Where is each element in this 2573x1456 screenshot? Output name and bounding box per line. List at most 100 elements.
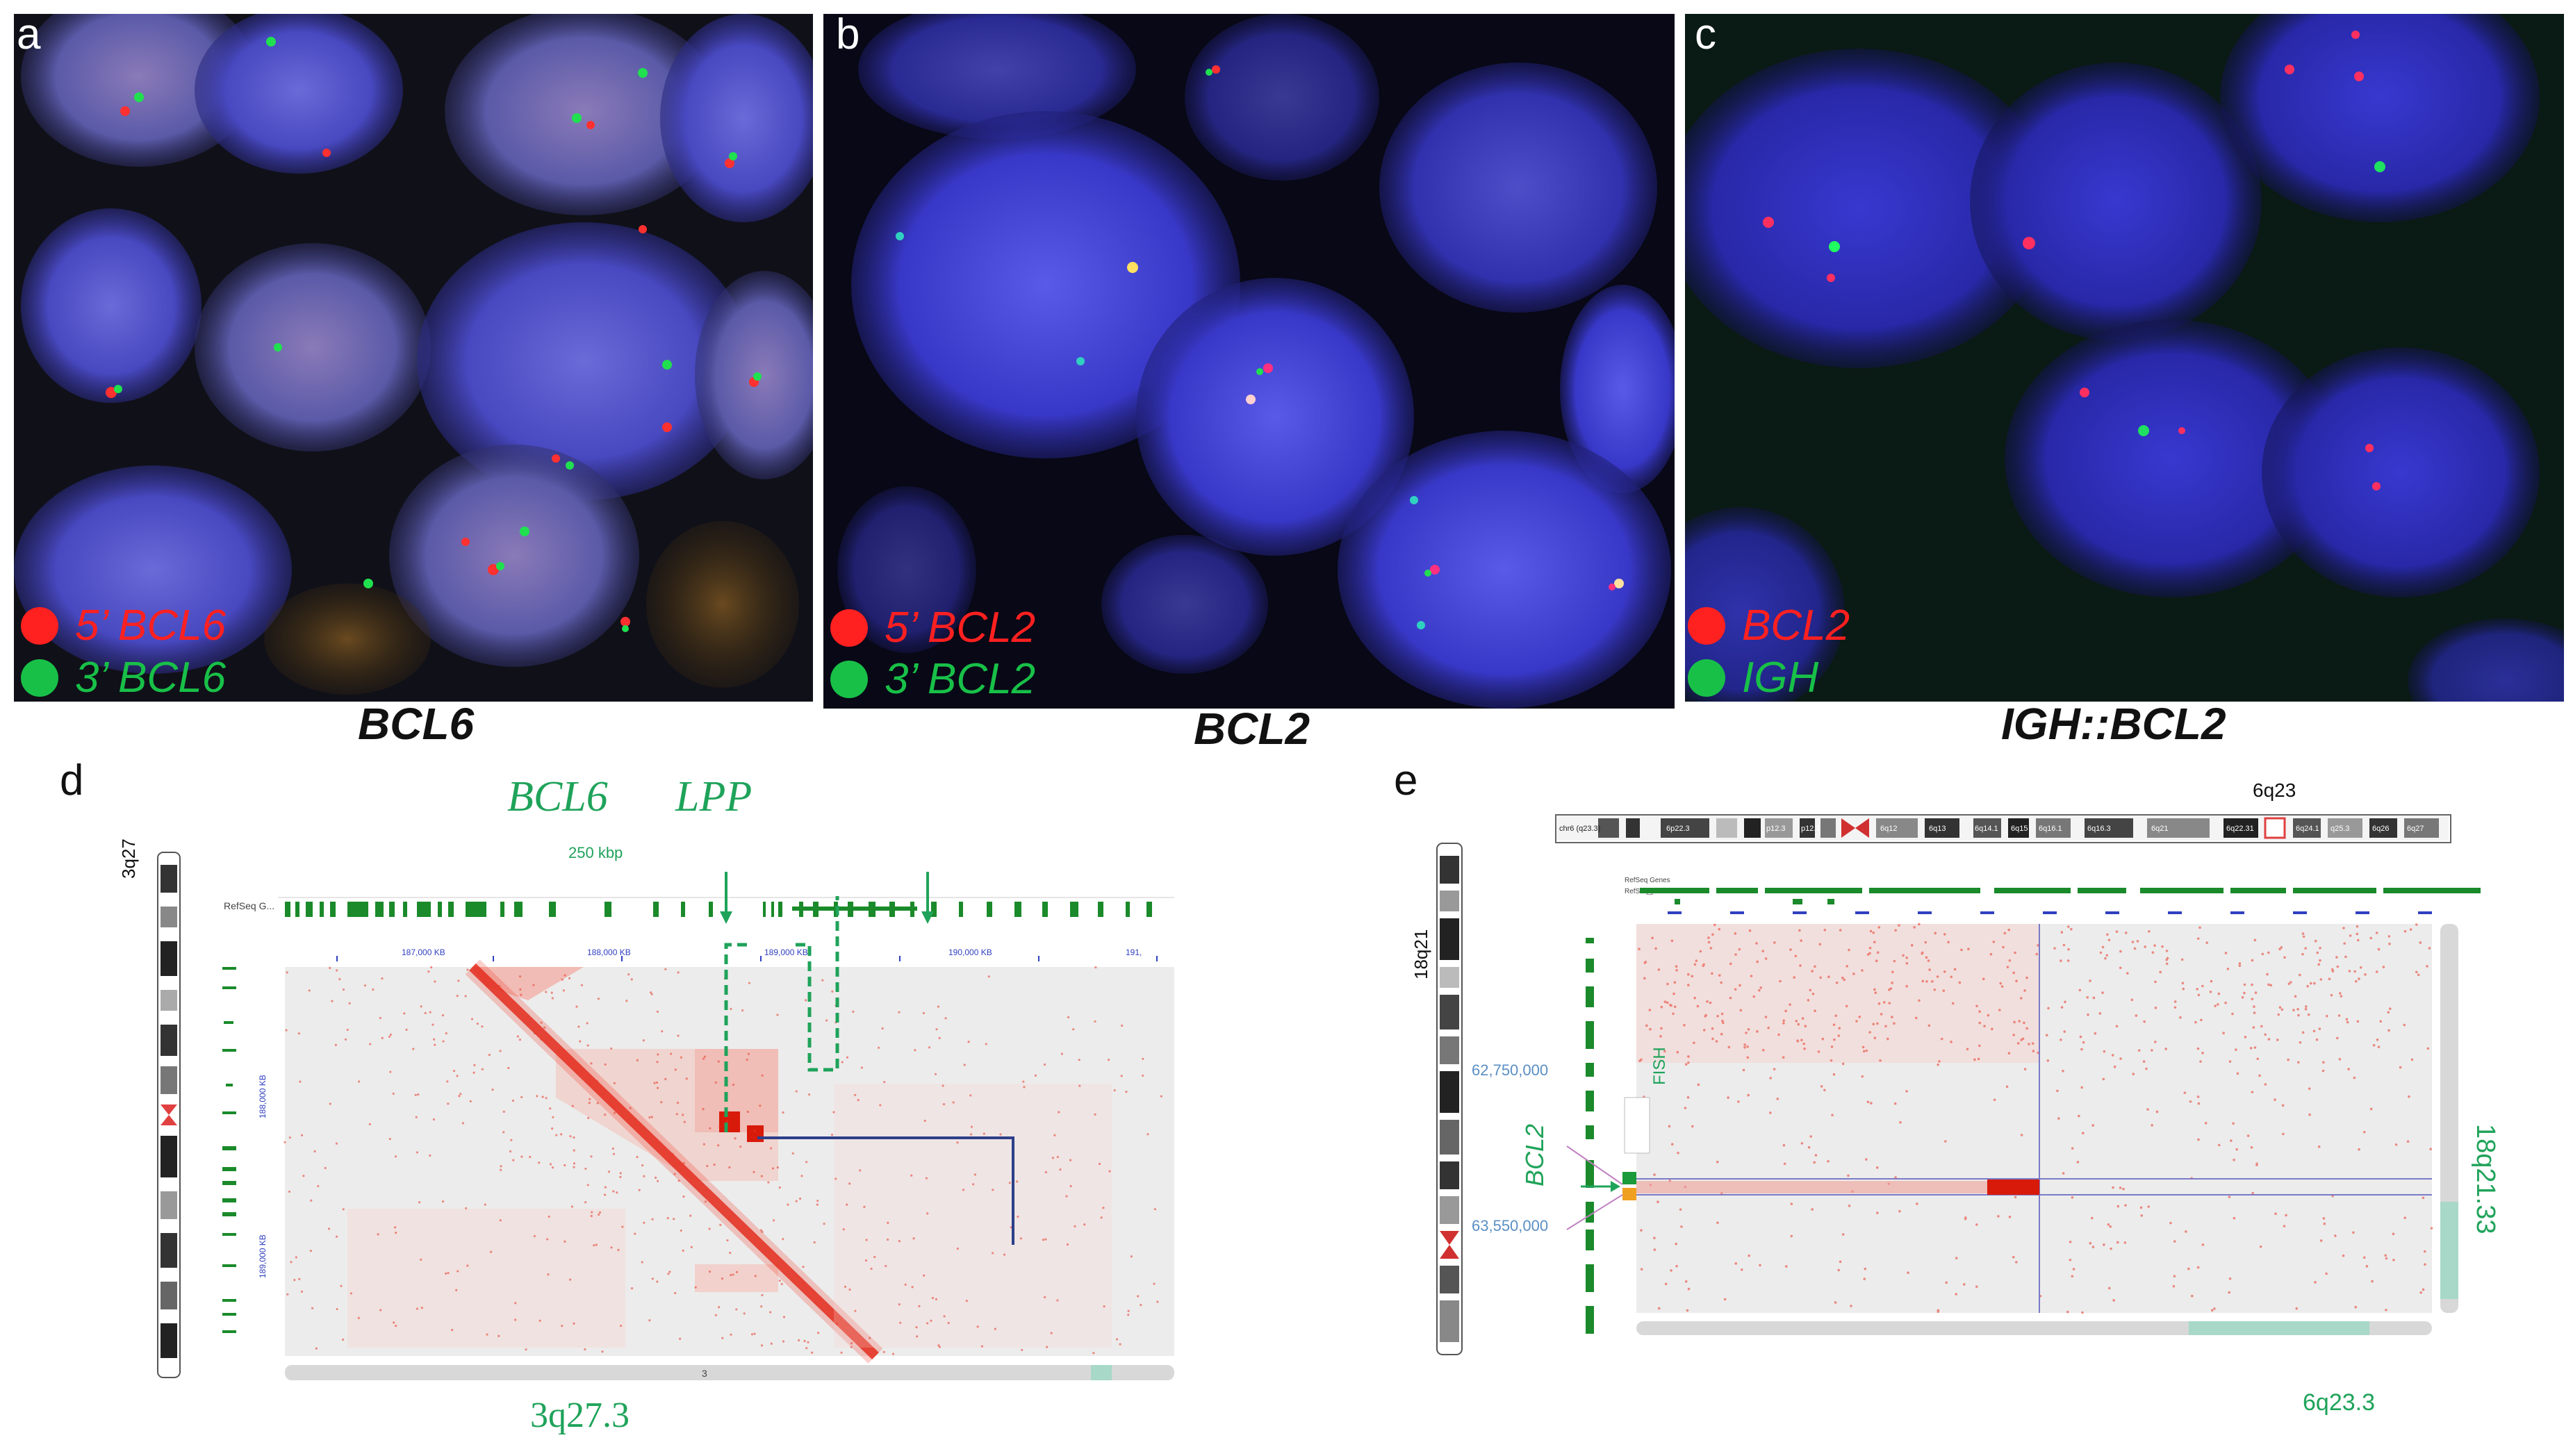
band-label: 6q21	[2151, 825, 2168, 833]
hic-contact-point	[2056, 1089, 2059, 1093]
hic-contact-point	[2314, 1281, 2317, 1284]
hic-contact-point	[335, 1142, 338, 1145]
hic-contact-point	[1053, 1134, 1056, 1136]
hic-contact-point	[1666, 1001, 1669, 1004]
hic-contact-point	[1686, 1096, 1690, 1099]
hic-contact-point	[1716, 1160, 1719, 1164]
hic-contact-point	[308, 989, 311, 992]
hic-contact-point	[1738, 948, 1741, 951]
hic-contact-point	[1823, 1089, 1826, 1092]
hic-contact-point	[300, 1134, 304, 1136]
hic-contact-point	[1740, 1268, 1743, 1271]
hic-contact-point	[1691, 1125, 1694, 1128]
hic-contact-point	[2362, 1256, 2366, 1259]
hic-contact-point	[546, 1238, 549, 1241]
hic-contact-point	[1864, 1267, 1867, 1271]
hic-contact-point	[2190, 1294, 2194, 1298]
hic-contact-point	[938, 1346, 941, 1348]
hic-contact-point	[532, 984, 535, 986]
hic-contact-point	[1769, 1077, 1772, 1079]
hic-contact-point	[2106, 933, 2109, 936]
hic-contact-point	[313, 1150, 316, 1153]
hic-contact-point	[1734, 932, 1737, 935]
hic-contact-point	[1839, 1260, 1842, 1264]
hic-contact-point	[2161, 945, 2164, 948]
hic-contact-point	[2098, 1012, 2102, 1015]
hic-contact-point	[381, 977, 384, 980]
hic-contact-point	[823, 1223, 825, 1225]
hic-contact-point	[338, 977, 341, 981]
hic-contact-point	[942, 1102, 946, 1106]
hic-contact-point	[1983, 1025, 1986, 1027]
hic-contact-point	[2201, 984, 2204, 988]
hic-contact-point	[1945, 1281, 1948, 1284]
hic-contact-point	[918, 1305, 921, 1307]
hic-contact-point	[2231, 1012, 2234, 1016]
hic-contact-point	[1059, 1168, 1062, 1171]
hic-contact-point	[2317, 963, 2321, 966]
hic-contact-point	[2382, 966, 2385, 968]
hic-contact-point	[2140, 1214, 2144, 1217]
hic-contact-point	[1899, 1120, 1902, 1124]
caption-a: BCL6	[358, 699, 475, 749]
hic-contact-point	[654, 1176, 657, 1179]
hic-contact-point	[969, 1133, 973, 1136]
hic-contact-point	[619, 1324, 623, 1327]
hic-contact-point	[2124, 932, 2128, 934]
hic-contact-point	[2310, 982, 2312, 985]
hic-contact-point	[1734, 988, 1737, 991]
hic-contact-point	[638, 1189, 641, 1191]
hic-contact-point	[1963, 1283, 1966, 1286]
hic-contact-point	[910, 1174, 913, 1177]
x-axis-tick-label: 191,	[1126, 948, 1142, 957]
hic-contact-point	[2151, 1049, 2153, 1052]
hic-contact-point	[2142, 1060, 2146, 1063]
hic-contact-point	[689, 1181, 692, 1184]
hic-contact-point	[350, 1292, 353, 1295]
hic-contact-point	[1092, 1352, 1095, 1355]
hic-contact-point	[2264, 1083, 2267, 1086]
hic-contact-point	[835, 1177, 837, 1180]
hic-contact-point	[811, 1351, 814, 1354]
hic-contact-point	[2376, 1038, 2379, 1041]
hic-contact-point	[807, 1341, 809, 1343]
hic-contact-point	[564, 1240, 566, 1243]
hic-contact-point	[1058, 1111, 1060, 1114]
hic-contact-point	[661, 1030, 664, 1033]
hic-contact-point	[2092, 996, 2096, 1000]
hic-contact-point	[1056, 1155, 1059, 1159]
hic-contact-point	[1702, 1029, 1706, 1032]
hic-contact-point	[2087, 1013, 2089, 1016]
hic-contact-point	[2199, 1060, 2202, 1063]
hic-contact-point	[716, 1144, 720, 1147]
hic-contact-point	[1921, 951, 1924, 954]
hic-contact-point	[1729, 996, 1732, 1000]
hic-contact-point	[2349, 934, 2352, 937]
hic-contact-point	[2130, 998, 2134, 1002]
hic-contact-point	[926, 1212, 929, 1215]
hic-contact-point	[973, 1173, 976, 1176]
hic-contact-point	[2428, 947, 2431, 950]
hic-contact-point	[1905, 984, 1908, 988]
hic-contact-point	[518, 975, 522, 978]
hic-contact-point	[1800, 1142, 1804, 1145]
hic-contact-point	[2104, 957, 2107, 960]
hic-contact-point	[1657, 968, 1661, 971]
hic-contacts-d	[347, 959, 1112, 1364]
hic-contact-point	[2388, 942, 2391, 945]
hic-contact-point	[573, 1136, 575, 1139]
hic-contact-point	[2266, 973, 2269, 976]
hic-contact-point	[761, 1293, 764, 1297]
hic-contact-point	[873, 1255, 876, 1259]
hic-contact-point	[1982, 977, 1985, 981]
hic-contact-point	[878, 1046, 880, 1049]
fish-micrograph-a	[14, 14, 813, 702]
hic-contact-point	[1789, 948, 1792, 951]
caption-c: IGH::BCL2	[2001, 699, 2226, 749]
hic-contact-point	[721, 1277, 724, 1280]
hic-contact-point	[514, 1318, 517, 1321]
hic-contact-point	[1803, 1047, 1806, 1050]
hic-contact-point	[573, 1322, 575, 1325]
hic-contact-point	[956, 1141, 959, 1144]
hic-contact-point	[1937, 1063, 1939, 1066]
